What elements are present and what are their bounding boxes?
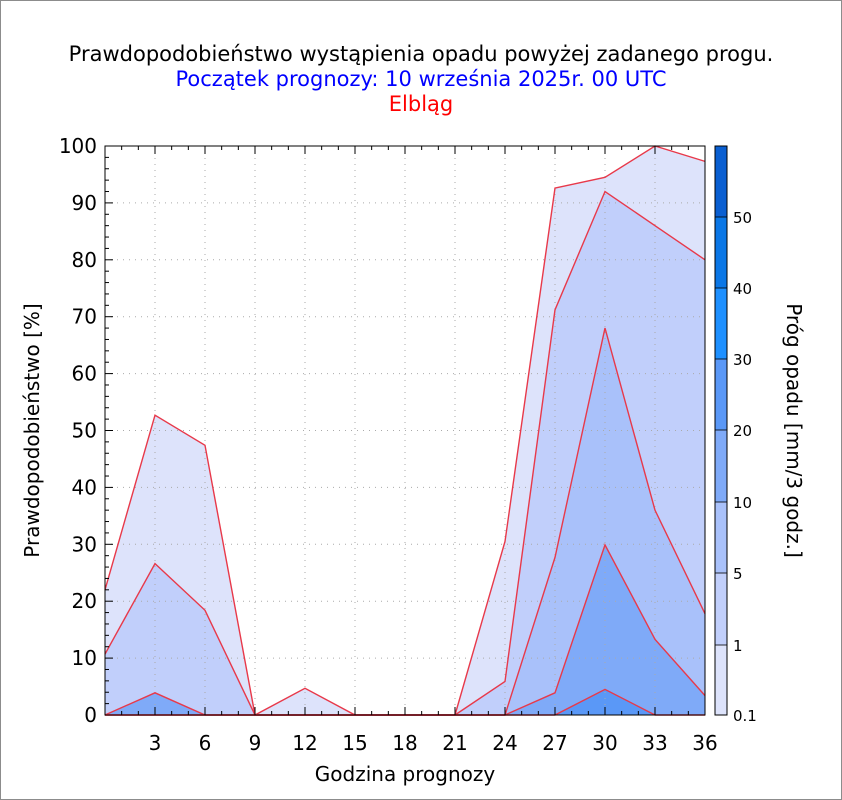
- x-tick-label: 6: [199, 731, 212, 755]
- colorbar-segment: [715, 430, 727, 502]
- y-tick-label: 80: [72, 248, 97, 272]
- y-tick-label: 90: [72, 191, 97, 215]
- colorbar-segment: [715, 288, 727, 359]
- colorbar-tick-label: 40: [733, 280, 752, 298]
- location-label: Elbląg: [388, 92, 454, 116]
- x-tick-label: 12: [292, 731, 317, 755]
- colorbar-segment: [715, 359, 727, 430]
- area-threshold-2: [105, 328, 705, 715]
- colorbar-tick-label: 50: [733, 209, 752, 227]
- y-tick-label: 10: [72, 646, 97, 670]
- threshold-colorbar: 0.1 1 5 10 20 30 40 50: [714, 145, 757, 725]
- x-tick-label: 3: [149, 731, 162, 755]
- y-tick-label: 100: [59, 134, 97, 158]
- y-tick-label: 30: [72, 532, 97, 556]
- y-tick-label: 60: [72, 362, 97, 386]
- x-tick-label: 15: [342, 731, 367, 755]
- x-tick-label: 21: [442, 731, 467, 755]
- y-tick-label: 50: [72, 419, 97, 443]
- chart-title: Prawdopodobieństwo wystąpienia opadu pow…: [68, 42, 774, 66]
- y-tick-label: 0: [84, 703, 97, 727]
- y-tick-label: 40: [72, 475, 97, 499]
- colorbar-segment: [715, 645, 727, 715]
- colorbar-segment: [715, 573, 727, 645]
- y-tick-label: 20: [72, 589, 97, 613]
- colorbar-segment: [715, 217, 727, 288]
- x-tick-label: 33: [642, 731, 667, 755]
- x-tick-label: 24: [492, 731, 517, 755]
- colorbar-tick-label: 0.1: [733, 707, 757, 725]
- colorbar-tick-label: 1: [733, 637, 743, 655]
- y-axis-label: Prawdopodobieństwo [%]: [20, 303, 44, 557]
- x-tick-label: 9: [249, 731, 262, 755]
- colorbar-segment: [715, 146, 727, 217]
- x-tick-label: 30: [592, 731, 617, 755]
- colorbar-tick-label: 10: [733, 494, 752, 512]
- y-tick-label: 70: [72, 305, 97, 329]
- x-tick-label: 27: [542, 731, 567, 755]
- colorbar-tick-label: 5: [733, 565, 743, 583]
- colorbar-tick-label: 20: [733, 422, 752, 440]
- area-threshold-4: [105, 689, 705, 715]
- forecast-start-subtitle: Początek prognozy: 10 września 2025r. 00…: [175, 67, 667, 91]
- x-axis-label: Godzina prognozy: [315, 762, 496, 786]
- x-tick-label: 18: [392, 731, 417, 755]
- colorbar-segment: [715, 502, 727, 573]
- x-tick-label: 36: [692, 731, 717, 755]
- axis-ticks: 3 6 9 12 15 18 21 24 27 30 33 360102030405060708090…: [59, 134, 718, 755]
- colorbar-label: Próg opadu [mm/3 godz.]: [782, 303, 806, 558]
- colorbar-tick-label: 30: [733, 351, 752, 369]
- grid-lines: [105, 146, 705, 715]
